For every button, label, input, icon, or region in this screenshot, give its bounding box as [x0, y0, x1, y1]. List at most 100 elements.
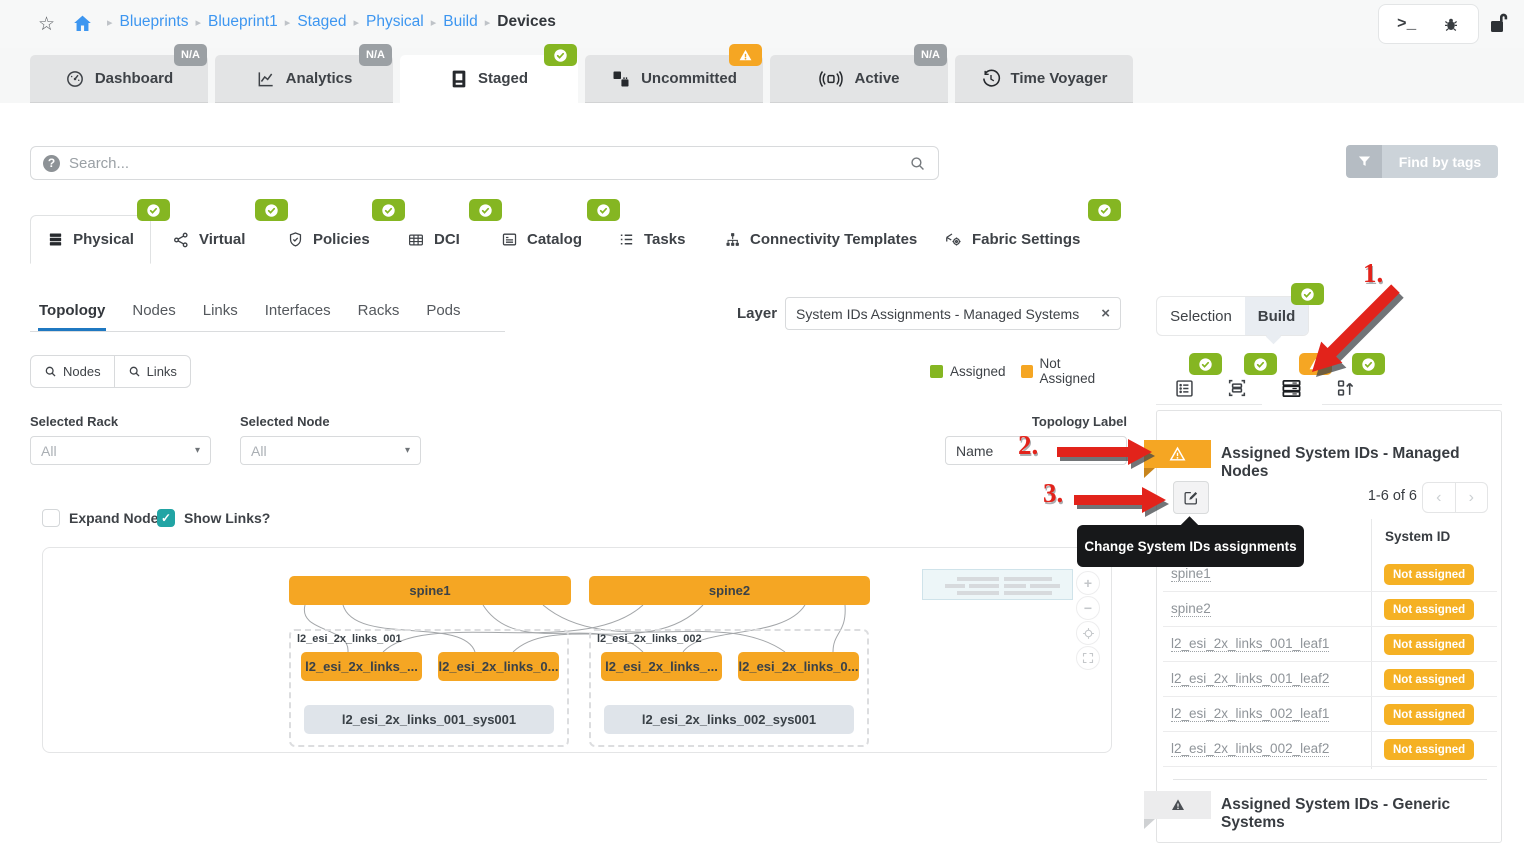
selected-node-select[interactable]: All ▾: [240, 436, 421, 465]
tab-catalog[interactable]: Catalog: [501, 215, 582, 264]
rack-group-002-label: l2_esi_2x_links_002: [597, 633, 702, 645]
tab-build[interactable]: Build: [1245, 297, 1308, 335]
check-icon: [1199, 357, 1212, 371]
tab-selection[interactable]: Selection: [1170, 307, 1232, 325]
node-links-001-leaf2[interactable]: l2_esi_2x_links_0...: [438, 652, 559, 681]
node-links-002-sys001[interactable]: l2_esi_2x_links_002_sys001: [604, 705, 854, 734]
node-tree-icon: [724, 231, 741, 248]
selected-node-value: All: [251, 442, 267, 459]
query-nodes-label: Nodes: [63, 364, 101, 379]
rack-brackets-icon: [1228, 379, 1246, 397]
find-by-tags-button[interactable]: Find by tags: [1346, 145, 1498, 178]
clear-icon[interactable]: ×: [1101, 305, 1110, 322]
build-devices-tab[interactable]: [1278, 374, 1304, 402]
expand-nodes-toggle[interactable]: Expand Nodes?: [42, 509, 175, 527]
managed-flag-tail: [1144, 468, 1155, 478]
search-icon: [45, 366, 56, 377]
topology-canvas[interactable]: spine1 spine2 l2_esi_2x_links_001 l2_esi…: [42, 547, 1112, 753]
node-link[interactable]: l2_esi_2x_links_001_leaf2: [1171, 671, 1330, 687]
node-link[interactable]: l2_esi_2x_links_001_leaf1: [1171, 636, 1330, 652]
servers-icon: [47, 231, 64, 248]
status-badge: Not assigned: [1384, 634, 1475, 655]
layer-select-value: System IDs Assignments - Managed Systems: [796, 305, 1080, 322]
layer-select[interactable]: System IDs Assignments - Managed Systems…: [785, 297, 1121, 330]
tab-tasks[interactable]: Tasks: [618, 215, 685, 264]
tab-dci-label: DCI: [434, 231, 460, 248]
build-racks-tab[interactable]: [1224, 374, 1250, 402]
tab-fabric-settings[interactable]: Fabric Settings: [944, 215, 1080, 264]
node-spine2[interactable]: spine2: [589, 576, 870, 605]
summary-check-badge: [1189, 353, 1222, 375]
breadcrumb-build[interactable]: Build: [443, 13, 478, 30]
annotation-step-3: 3.: [1043, 478, 1064, 508]
tab-physical[interactable]: Physical: [30, 215, 151, 264]
table-column-divider: [1371, 519, 1372, 769]
search-bar[interactable]: ?: [30, 146, 939, 180]
tab-dci[interactable]: DCI: [407, 215, 460, 264]
node-link[interactable]: l2_esi_2x_links_002_leaf2: [1171, 741, 1330, 757]
tab-racks[interactable]: Racks: [357, 302, 400, 319]
node-links-002-leaf1[interactable]: l2_esi_2x_links_...: [601, 652, 722, 681]
expand-nodes-checkbox[interactable]: [42, 509, 60, 527]
breadcrumb-blueprint1[interactable]: Blueprint1: [208, 13, 278, 30]
zoom-in-button[interactable]: +: [1076, 571, 1100, 595]
managed-warning-flag[interactable]: [1144, 440, 1211, 468]
icon-tab-underline: [1156, 404, 1262, 405]
home-icon[interactable]: [72, 13, 93, 34]
unlock-icon[interactable]: [1487, 10, 1511, 36]
chevron-down-icon: ▾: [404, 445, 410, 456]
node-spine1[interactable]: spine1: [289, 576, 571, 605]
bug-icon[interactable]: [1442, 15, 1460, 33]
dashboard-na-badge: N/A: [174, 44, 207, 66]
node-link[interactable]: spine2: [1171, 601, 1211, 617]
breadcrumb-staged[interactable]: Staged: [297, 13, 347, 30]
pagination-controls: ‹ ›: [1422, 482, 1488, 513]
query-nodes-button[interactable]: Nodes: [31, 356, 114, 387]
search-icon[interactable]: [909, 155, 926, 172]
fit-view-icon[interactable]: [1076, 646, 1100, 670]
search-input[interactable]: [69, 154, 900, 172]
tab-time-voyager[interactable]: Time Voyager: [955, 55, 1133, 103]
build-configs-tab[interactable]: [1333, 374, 1359, 402]
pagination-info: 1-6 of 6: [1367, 488, 1417, 504]
tab-topology[interactable]: Topology: [38, 300, 107, 331]
tooltip: Change System IDs assignments: [1077, 525, 1304, 567]
check-icon: [1362, 357, 1375, 371]
tab-pods[interactable]: Pods: [426, 302, 461, 319]
page-next-button[interactable]: ›: [1454, 483, 1488, 512]
breadcrumb-blueprints[interactable]: Blueprints: [119, 13, 189, 30]
active-na-badge: N/A: [914, 44, 947, 66]
node-links-001-leaf1[interactable]: l2_esi_2x_links_...: [301, 652, 422, 681]
selected-rack-select[interactable]: All ▾: [30, 436, 211, 465]
warning-icon: [1169, 446, 1186, 461]
tab-connectivity-templates[interactable]: Connectivity Templates: [724, 215, 917, 264]
mini-map[interactable]: [922, 569, 1073, 600]
zoom-target-icon[interactable]: [1076, 621, 1100, 645]
show-links-checkbox[interactable]: ✓: [157, 509, 175, 527]
node-link[interactable]: spine1: [1171, 566, 1211, 582]
chart-line-icon: [256, 69, 276, 89]
query-links-button[interactable]: Links: [113, 356, 190, 387]
show-links-toggle[interactable]: ✓ Show Links?: [157, 509, 270, 527]
node-link[interactable]: l2_esi_2x_links_002_leaf1: [1171, 706, 1330, 722]
assignment-legend: Assigned Not Assigned: [930, 356, 1113, 386]
node-links-002-leaf2[interactable]: l2_esi_2x_links_0...: [738, 652, 859, 681]
zoom-out-button[interactable]: −: [1076, 596, 1100, 620]
column-header-system-id: System ID: [1385, 529, 1451, 544]
terminal-icon[interactable]: >_: [1397, 15, 1417, 33]
build-summary-tab[interactable]: [1171, 374, 1197, 402]
node-links-001-sys001[interactable]: l2_esi_2x_links_001_sys001: [304, 705, 554, 734]
tab-policies[interactable]: Policies: [287, 215, 370, 264]
tab-interfaces[interactable]: Interfaces: [264, 302, 331, 319]
tab-nodes[interactable]: Nodes: [132, 302, 176, 319]
breadcrumb-physical[interactable]: Physical: [366, 13, 424, 30]
page-prev-button[interactable]: ‹: [1436, 488, 1442, 506]
tab-virtual[interactable]: Virtual: [172, 215, 245, 264]
tab-active[interactable]: Active: [770, 55, 948, 103]
favorite-star-icon[interactable]: ☆: [38, 14, 56, 35]
tab-links[interactable]: Links: [202, 302, 238, 319]
devtools-button-group: >_: [1378, 4, 1480, 44]
generic-warning-flag[interactable]: [1144, 791, 1211, 819]
edit-system-ids-button[interactable]: [1173, 481, 1209, 514]
query-links-label: Links: [146, 364, 177, 379]
